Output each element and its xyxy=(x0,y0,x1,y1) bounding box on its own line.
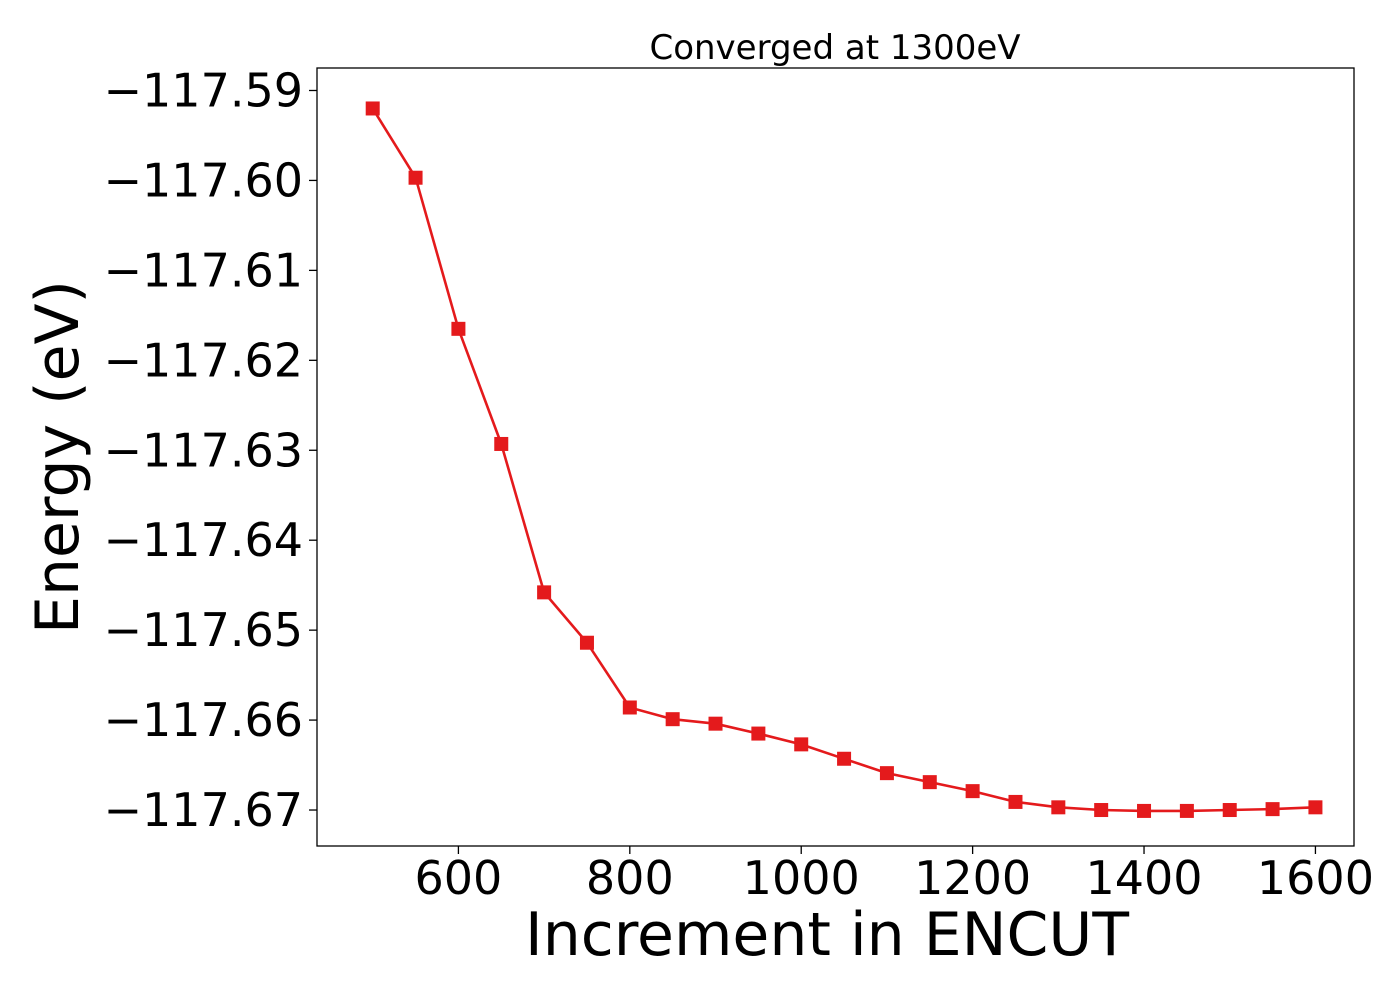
y-tick-label: −117.62 xyxy=(104,333,304,387)
y-axis-label: Energy (eV) xyxy=(23,280,93,634)
data-point-marker xyxy=(1265,802,1280,817)
y-tick-label: −117.60 xyxy=(104,153,304,207)
data-point-marker xyxy=(451,321,466,336)
data-point-marker xyxy=(1094,803,1109,818)
data-point-marker xyxy=(751,726,766,741)
data-point-marker xyxy=(794,737,809,752)
data-point-marker xyxy=(879,766,894,781)
x-tick-label: 1600 xyxy=(1257,851,1374,905)
x-tick-label: 600 xyxy=(415,851,503,905)
data-point-marker xyxy=(665,712,680,727)
x-axis-label: Increment in ENCUT xyxy=(525,900,1129,970)
data-point-marker xyxy=(1308,800,1323,815)
y-tick-label: −117.63 xyxy=(104,423,304,477)
data-point-marker xyxy=(494,436,509,451)
y-tick-label: −117.59 xyxy=(104,63,304,117)
data-point-marker xyxy=(965,784,980,799)
x-tick-label: 800 xyxy=(586,851,674,905)
y-tick-label: −117.61 xyxy=(104,243,304,297)
data-point-marker xyxy=(1051,800,1066,815)
data-point-marker xyxy=(408,170,423,185)
data-point-marker xyxy=(579,635,594,650)
data-point-marker xyxy=(922,775,937,790)
data-point-marker xyxy=(365,101,380,116)
y-tick-label: −117.66 xyxy=(104,693,304,747)
y-tick-label: −117.64 xyxy=(104,513,304,567)
data-point-marker xyxy=(622,700,637,715)
data-point-marker xyxy=(1179,803,1194,818)
x-tick-label: 1200 xyxy=(914,851,1031,905)
data-point-marker xyxy=(837,751,852,766)
data-point-marker xyxy=(1008,794,1023,809)
y-tick-label: −117.65 xyxy=(104,603,304,657)
x-tick-label: 1000 xyxy=(743,851,860,905)
y-tick-label: −117.67 xyxy=(104,783,304,837)
series-line xyxy=(371,107,1316,813)
data-point-marker xyxy=(537,585,552,600)
data-point-marker xyxy=(1137,803,1152,818)
data-point-marker xyxy=(1222,803,1237,818)
plot-frame xyxy=(316,67,1355,847)
y-axis: −117.59 −117.60 −117.61 −117.62 −117.63 −117.… xyxy=(104,63,317,837)
x-tick-label: 1400 xyxy=(1085,851,1202,905)
data-point-marker xyxy=(708,716,723,731)
x-axis: 600 800 1000 1200 1400 1600 xyxy=(415,846,1374,905)
series-layer xyxy=(365,101,1323,818)
chart-title: Converged at 1300eV xyxy=(649,28,1020,68)
